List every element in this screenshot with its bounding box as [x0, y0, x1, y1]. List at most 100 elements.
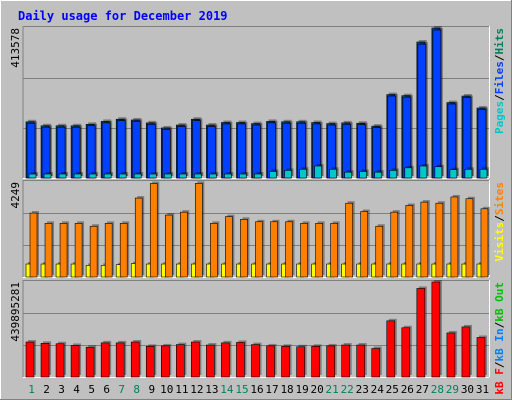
pages-bar	[103, 173, 112, 179]
kbf-bar	[296, 346, 305, 378]
files-bar	[26, 122, 36, 179]
kbf-bar	[476, 337, 486, 378]
kbf-bar	[311, 346, 320, 378]
sites-bar	[225, 216, 233, 278]
day-label: 7	[118, 383, 125, 396]
files-bar	[342, 124, 351, 179]
files-bar	[462, 97, 472, 179]
day-label: 30	[461, 383, 474, 396]
visits-legend-item: /	[493, 215, 506, 222]
day-label: 9	[148, 383, 155, 396]
kbf-bar	[55, 343, 65, 378]
day-label: 6	[103, 383, 110, 396]
pages-bar	[209, 173, 217, 179]
day-label: 31	[476, 383, 489, 396]
hits-legend-item: Pages	[493, 101, 506, 134]
day-label: 21	[326, 383, 339, 396]
pages-bar	[118, 173, 127, 179]
sites-bar	[480, 208, 489, 278]
sites-bar	[465, 198, 474, 278]
sites-bar	[375, 225, 384, 278]
kbytes-legend-item: kB F	[493, 368, 506, 395]
day-label: 24	[371, 383, 385, 396]
pages-bar	[28, 173, 37, 179]
sites-bar	[300, 223, 308, 278]
pages-bar	[179, 173, 187, 179]
hits-legend-item: /	[493, 94, 506, 101]
pages-bar	[284, 170, 292, 179]
kbf-bar	[401, 327, 411, 378]
pages-bar	[449, 169, 458, 179]
sites-bar	[104, 223, 113, 278]
sites-bar	[405, 205, 414, 278]
sites-bar	[210, 223, 218, 278]
kbytes-max-label: 439895281	[9, 282, 22, 342]
kbf-bar	[40, 343, 50, 378]
kbf-bar	[145, 346, 155, 378]
kbf-bar	[236, 342, 245, 378]
pages-bar	[464, 168, 473, 179]
hits-legend-item: Files	[493, 61, 506, 94]
pages-bar	[314, 165, 322, 179]
files-bar	[237, 123, 246, 179]
sites-bar	[44, 223, 53, 278]
pages-bar	[194, 173, 202, 179]
day-label: 19	[295, 383, 308, 396]
sites-bar	[360, 211, 369, 278]
sites-bar	[195, 183, 203, 278]
pages-bar	[224, 173, 232, 179]
sites-bar	[420, 201, 429, 278]
day-label: 14	[220, 383, 234, 396]
sites-bar	[29, 212, 38, 278]
pages-bar	[254, 173, 262, 179]
files-bar	[417, 43, 427, 179]
day-label: 4	[73, 383, 80, 396]
files-bar	[71, 126, 81, 179]
day-label: 13	[205, 383, 218, 396]
day-labels: 1 2 3 4 5 6 7 8 9 10 11 12 13 14 15 16 17 18 19 20 21 22 23 24 2…	[28, 383, 489, 396]
kbf-bar	[85, 346, 95, 378]
kbf-bar	[266, 345, 275, 378]
files-bar	[161, 129, 171, 179]
kbf-bar	[461, 326, 471, 378]
kbf-bar	[431, 281, 441, 378]
chart-title: Daily usage for December 2019	[18, 9, 228, 23]
kbf-bar	[115, 342, 125, 378]
kbf-bar	[386, 320, 396, 378]
pages-bar	[58, 173, 67, 179]
pages-bar	[133, 173, 142, 179]
pages-bar	[479, 168, 488, 179]
kbf-bar	[130, 341, 140, 378]
visits-legend-item: Visits	[493, 222, 506, 262]
hits-legend-item: Hits	[493, 28, 506, 55]
kbf-bar	[25, 341, 35, 378]
pages-bar	[344, 171, 352, 179]
day-label: 17	[265, 383, 278, 396]
day-label: 29	[446, 383, 459, 396]
pages-bar	[419, 165, 428, 179]
pages-bar	[239, 173, 247, 179]
sites-bar	[315, 223, 323, 278]
day-label: 23	[356, 383, 369, 396]
sites-bar	[435, 202, 444, 278]
kbf-bar	[160, 345, 170, 378]
files-bar	[41, 126, 51, 179]
day-label: 2	[43, 383, 50, 396]
sites-bar	[180, 211, 188, 278]
kbytes-legend-item: /	[493, 321, 506, 328]
sites-bar	[149, 183, 158, 278]
pages-bar	[434, 166, 443, 179]
sites-bar	[450, 196, 459, 278]
kbytes-legend-item: kB Out	[493, 282, 506, 322]
hits-legend: Pages/Files/Hits	[493, 28, 506, 134]
pages-bar	[329, 168, 337, 179]
files-bar	[192, 120, 201, 179]
kbf-bar	[281, 346, 290, 378]
files-bar	[447, 103, 457, 179]
hits-legend-item: /	[493, 54, 506, 61]
files-bar	[207, 126, 216, 179]
pages-bar	[88, 173, 97, 179]
kbf-bar	[221, 342, 230, 378]
